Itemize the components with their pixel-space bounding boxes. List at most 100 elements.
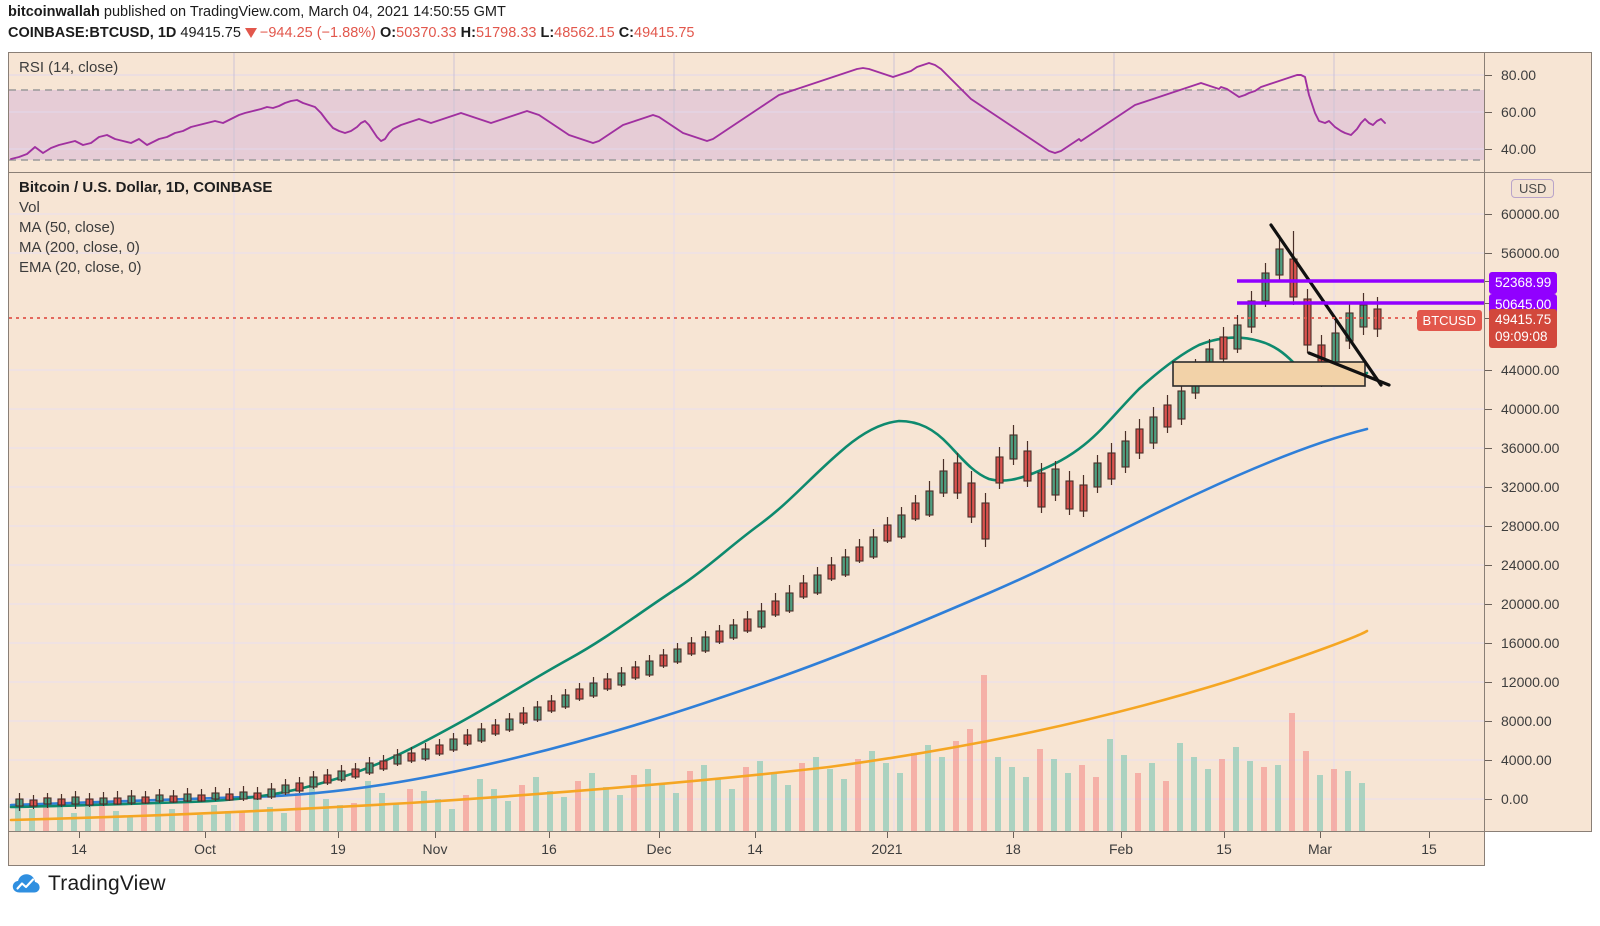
axis-tick xyxy=(1485,487,1492,488)
trendline-upper xyxy=(1269,223,1383,387)
time-label-9: Feb xyxy=(1108,841,1134,857)
axis-tick xyxy=(1485,799,1492,800)
price-pane[interactable]: Bitcoin / U.S. Dollar, 1D, COINBASE Vol … xyxy=(8,172,1485,832)
rsi-axis-label-80: 80.00 xyxy=(1501,67,1537,83)
axis-label-4000: 4000.00 xyxy=(1501,752,1552,768)
time-label-4: 16 xyxy=(541,841,557,857)
axis-label-44000: 44000.00 xyxy=(1501,362,1560,378)
axis-tick xyxy=(1485,253,1492,254)
time-label-8: 18 xyxy=(1005,841,1021,857)
axis-label-32000: 32000.00 xyxy=(1501,479,1560,495)
axis-tick xyxy=(1485,721,1492,722)
axis-label-40000: 40000.00 xyxy=(1501,401,1560,417)
low-key: L: xyxy=(540,25,555,41)
symbol-label[interactable]: COINBASE:BTCUSD, 1D xyxy=(8,25,177,41)
rsi-axis-tick xyxy=(1485,75,1492,76)
chart-header: bitcoinwallah published on TradingView.c… xyxy=(0,0,1600,46)
time-tick xyxy=(1320,832,1321,838)
high-key: H: xyxy=(460,25,476,41)
axis-label-60000: 60000.00 xyxy=(1501,206,1560,222)
axis-tick xyxy=(1485,303,1492,304)
time-tick xyxy=(887,832,888,838)
quote-line: COINBASE:BTCUSD, 1D 49415.75 −944.25 (−1.… xyxy=(8,25,694,41)
axis-label-12000: 12000.00 xyxy=(1501,674,1560,690)
time-tick xyxy=(755,832,756,838)
axis-tick xyxy=(1485,565,1492,566)
axis-tick xyxy=(1485,370,1492,371)
axis-tick xyxy=(1485,604,1492,605)
time-label-3: Nov xyxy=(422,841,448,857)
rsi-pane[interactable]: RSI (14, close) xyxy=(8,52,1485,172)
axis-label-36000: 36000.00 xyxy=(1501,440,1560,456)
publish-line: bitcoinwallah published on TradingView.c… xyxy=(8,4,506,20)
rsi-plot xyxy=(9,53,1484,171)
close-key: C: xyxy=(618,25,634,41)
axis-tick xyxy=(1485,760,1492,761)
close-value: 49415.75 xyxy=(634,25,695,41)
tradingview-footer[interactable]: TradingView xyxy=(12,872,166,896)
author-name: bitcoinwallah xyxy=(8,4,100,20)
current-price-badge: 49415.75 09:09:08 xyxy=(1489,309,1558,348)
price-countdown: 09:09:08 xyxy=(1495,328,1548,344)
time-tick xyxy=(79,832,80,838)
current-price-value: 49415.75 xyxy=(1495,312,1552,327)
time-tick xyxy=(205,832,206,838)
axis-label-24000: 24000.00 xyxy=(1501,557,1560,573)
time-tick xyxy=(659,832,660,838)
symbol-price-tag: BTCUSD xyxy=(1416,310,1482,331)
axis-tick xyxy=(1485,448,1492,449)
axis-tick xyxy=(1485,214,1492,215)
time-tick xyxy=(435,832,436,838)
tradingview-logo-icon xyxy=(12,874,40,893)
change-absolute: −944.25 xyxy=(259,25,313,41)
axis-label-28000: 28000.00 xyxy=(1501,518,1560,534)
time-label-2: 19 xyxy=(330,841,346,857)
time-tick xyxy=(1121,832,1122,838)
time-label-0: 14 xyxy=(71,841,87,857)
time-tick xyxy=(549,832,550,838)
resistance-badge-1: 52368.99 xyxy=(1489,272,1558,294)
axis-tick xyxy=(1485,281,1492,282)
time-tick xyxy=(1429,832,1430,838)
open-value: 50370.33 xyxy=(396,25,457,41)
open-key: O: xyxy=(380,25,397,41)
time-label-7: 2021 xyxy=(871,841,903,857)
axis-tick xyxy=(1485,682,1492,683)
time-label-6: 14 xyxy=(747,841,763,857)
tradingview-brand: TradingView xyxy=(48,872,166,895)
price-axis[interactable]: USD 60000.00 56000.00 44000.00 40000.00 … xyxy=(1485,172,1592,832)
arrow-down-icon xyxy=(244,28,257,38)
time-tick xyxy=(338,832,339,838)
ema20-line xyxy=(9,336,1369,809)
axis-tick xyxy=(1485,409,1492,410)
axis-label-56000: 56000.00 xyxy=(1501,245,1560,261)
axis-label-0: 0.00 xyxy=(1501,791,1529,807)
ma200-line xyxy=(9,629,1369,822)
publish-text: published on TradingView.com, March 04, … xyxy=(103,4,506,20)
time-label-10: 15 xyxy=(1216,841,1232,857)
change-percent: (−1.88%) xyxy=(316,25,376,41)
rsi-axis-tick xyxy=(1485,112,1492,113)
time-axis[interactable]: 14 Oct 19 Nov 16 Dec 14 2021 18 Feb 15 M… xyxy=(8,832,1485,866)
rsi-axis-label-40: 40.00 xyxy=(1501,141,1537,157)
axis-label-16000: 16000.00 xyxy=(1501,635,1560,651)
rsi-axis-tick xyxy=(1485,149,1492,150)
rsi-price-axis[interactable]: 80.00 60.00 40.00 xyxy=(1485,52,1592,172)
price-plot xyxy=(9,173,1484,831)
last-price: 49415.75 xyxy=(180,25,241,41)
time-tick xyxy=(1013,832,1014,838)
axis-tick xyxy=(1485,318,1492,319)
axis-tick xyxy=(1485,526,1492,527)
axis-label-8000: 8000.00 xyxy=(1501,713,1552,729)
high-value: 51798.33 xyxy=(475,25,537,41)
time-label-1: Oct xyxy=(194,841,216,857)
candlesticks xyxy=(15,231,1382,811)
axis-label-20000: 20000.00 xyxy=(1501,596,1560,612)
rsi-axis-label-60: 60.00 xyxy=(1501,104,1537,120)
currency-chip[interactable]: USD xyxy=(1511,179,1555,198)
time-label-5: Dec xyxy=(646,841,672,857)
trendline-lower xyxy=(1307,351,1391,387)
low-value: 48562.15 xyxy=(554,25,615,41)
time-label-12: 15 xyxy=(1421,841,1437,857)
axis-tick xyxy=(1485,643,1492,644)
